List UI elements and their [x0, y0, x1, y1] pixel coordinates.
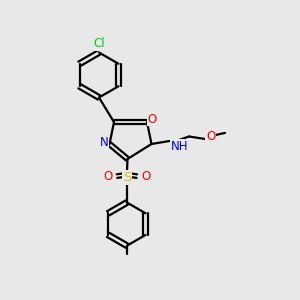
Text: O: O	[103, 169, 112, 183]
Text: O: O	[206, 130, 215, 143]
Text: N: N	[100, 136, 109, 149]
Text: O: O	[148, 112, 157, 126]
Text: NH: NH	[171, 140, 188, 153]
Text: Cl: Cl	[93, 37, 105, 50]
Text: S: S	[123, 171, 131, 184]
Text: O: O	[141, 169, 150, 183]
